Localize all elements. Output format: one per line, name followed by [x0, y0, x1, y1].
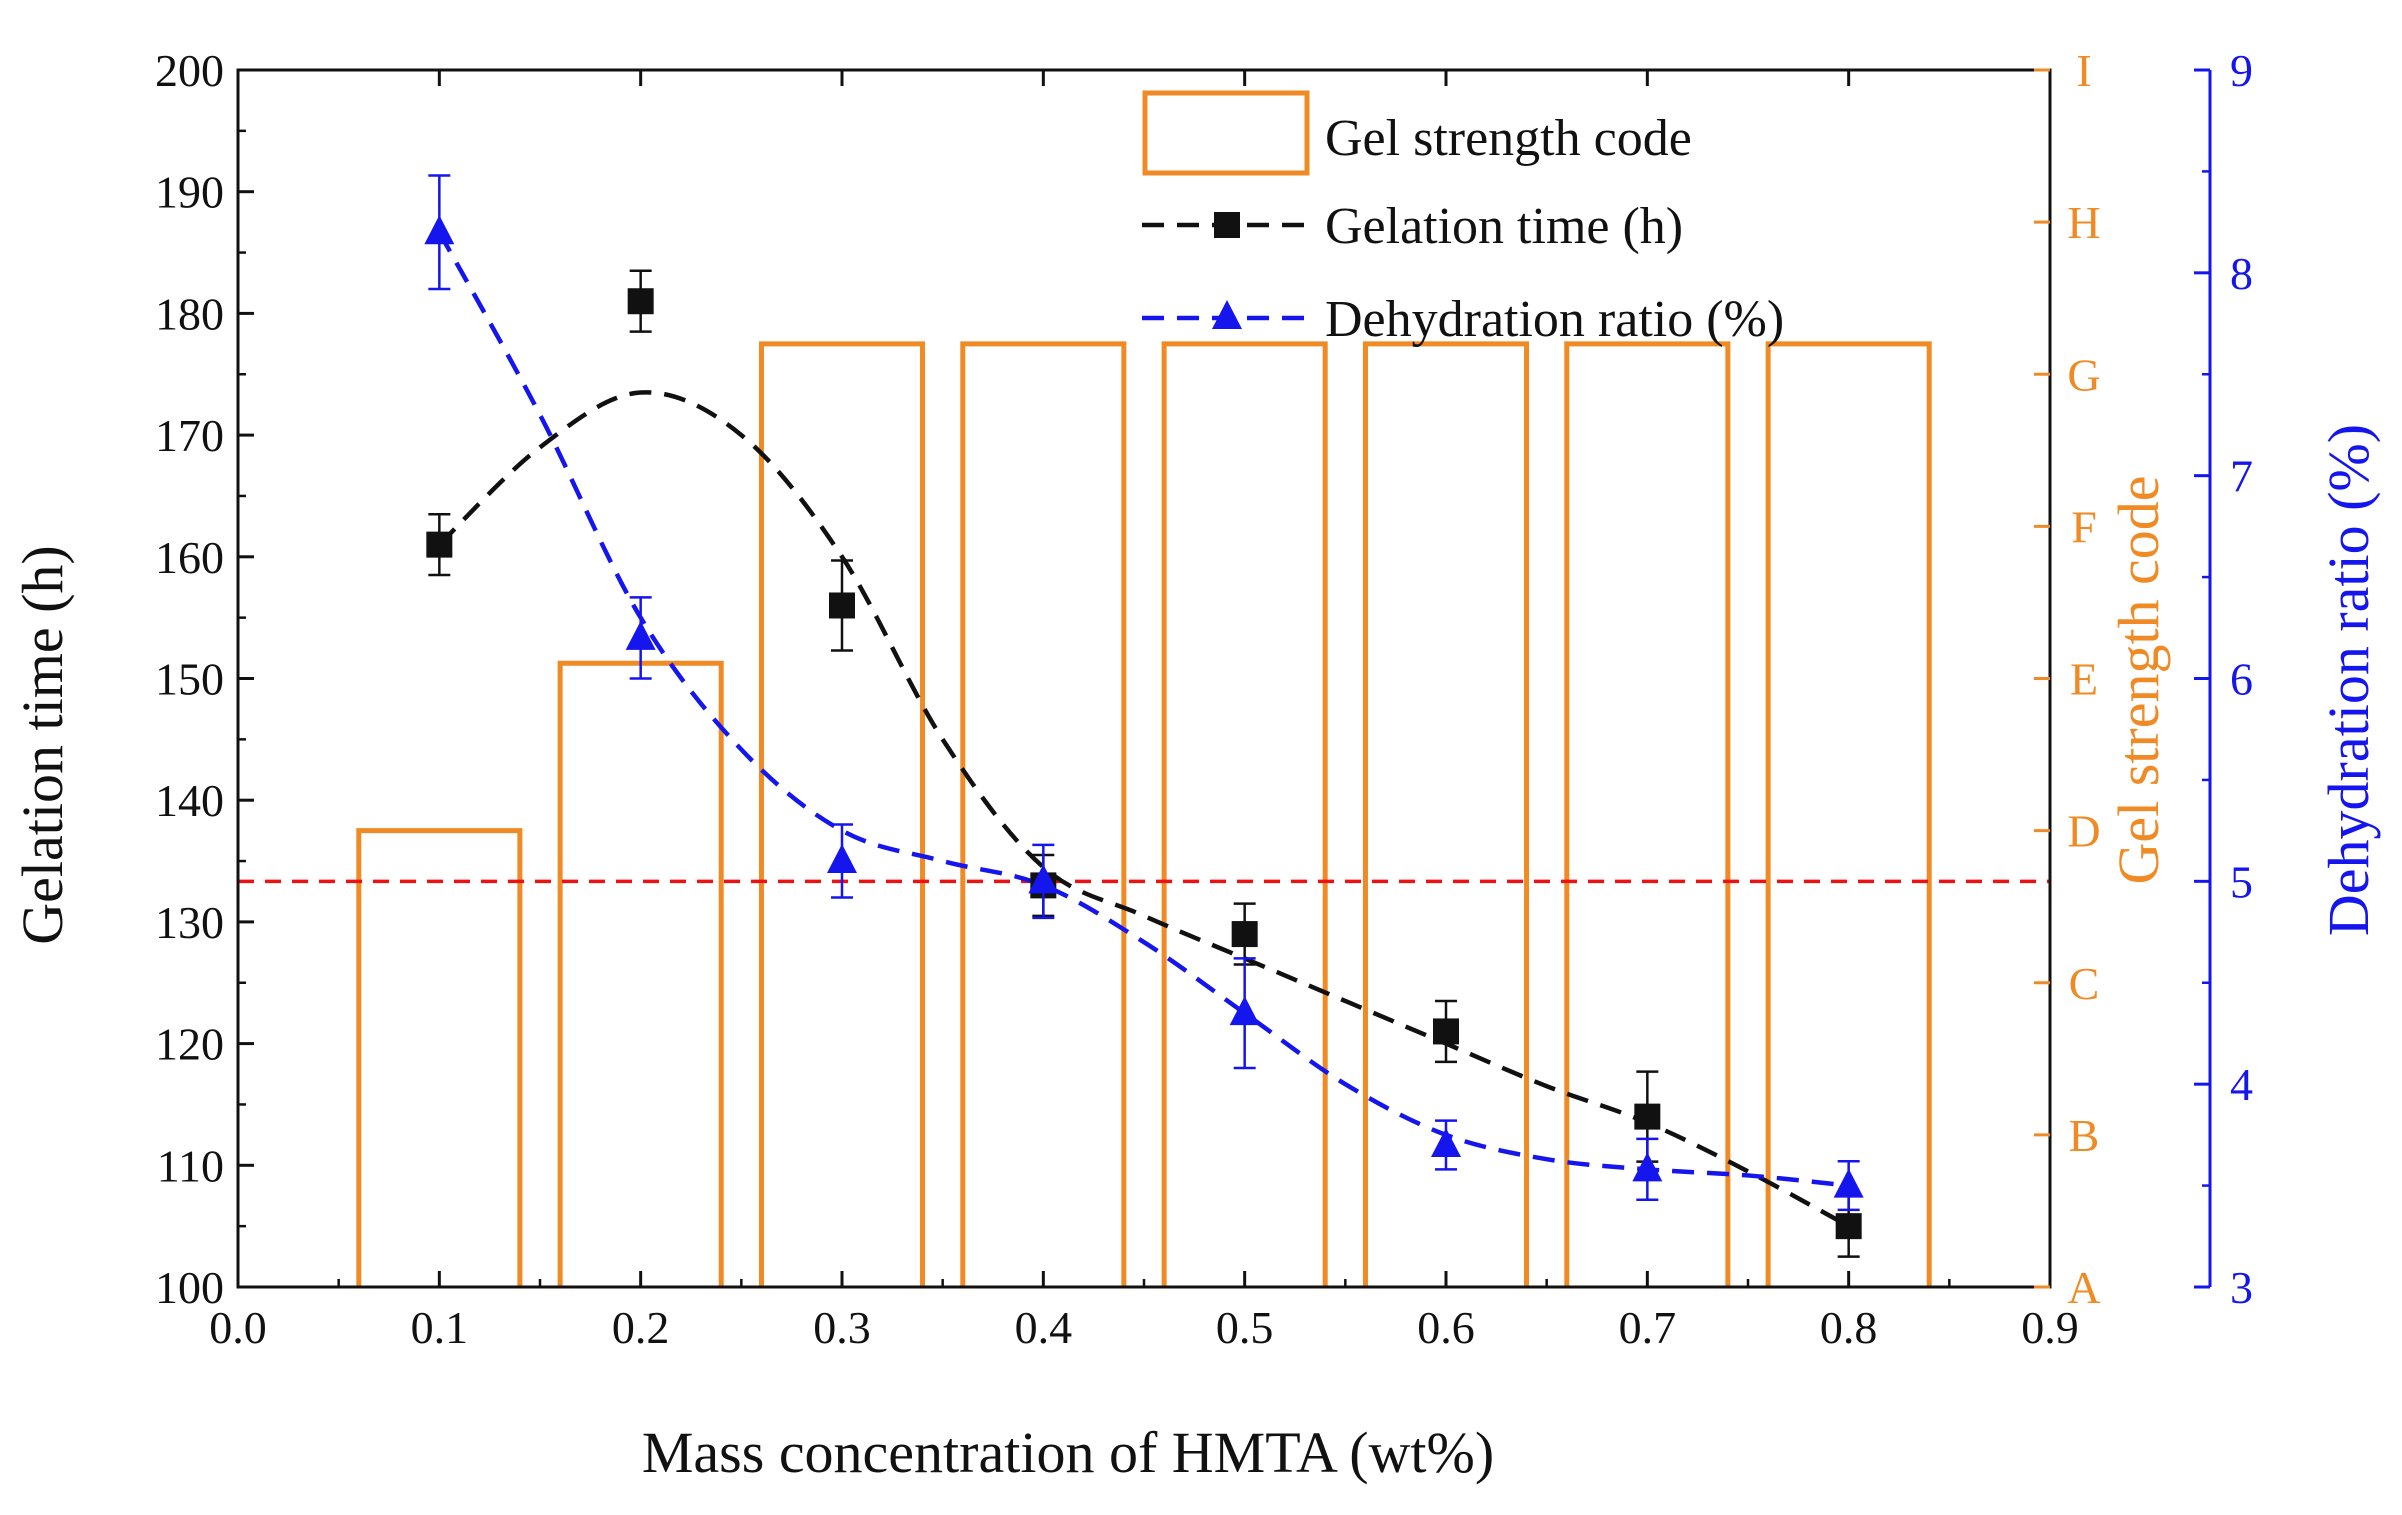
data-points-layer [424, 174, 1864, 1258]
axes-layer: 0.0 0.1 0.2 0.3 0.4 0.5 0.6 0.7 0.8 0.9 100 110 120 1… [155, 45, 2253, 1353]
gel-strength-bar [758, 341, 926, 1287]
y-code-tick-label: E [2070, 654, 2098, 705]
y-left-tick-label: 100 [155, 1262, 224, 1313]
gelation-time-fit-curve [437, 390, 1850, 1229]
dehydration-ratio-point [625, 620, 656, 650]
y-ratio-tick-label: 9 [2230, 45, 2253, 96]
x-tick-label: 0.6 [1417, 1302, 1475, 1353]
y-code-tick-label: B [2069, 1110, 2100, 1161]
x-axis-label: Mass concentration of HMTA (wt%) [642, 1420, 1494, 1485]
fit-curves-layer [437, 231, 1850, 1229]
x-tick-label: 0.7 [1619, 1302, 1677, 1353]
y-left-tick-label: 180 [155, 288, 224, 339]
y-ratio-tick-label: 6 [2230, 654, 2253, 705]
y-left-tick-label: 170 [155, 410, 224, 461]
x-tick-label: 0.3 [813, 1302, 871, 1353]
y-left-tick-label: 130 [155, 897, 224, 948]
plot-frame [236, 68, 2052, 1289]
gel-strength-bar [1362, 341, 1530, 1287]
gel-strength-bar [1564, 341, 1731, 1287]
x-tick-label: 0.4 [1015, 1302, 1073, 1353]
dehydration-ratio-point [1229, 996, 1260, 1026]
y-ratio-tick-label: 7 [2230, 451, 2253, 502]
legend-label: Gelation time (h) [1325, 198, 1683, 255]
gel-strength-bar [557, 660, 724, 1287]
y-left-tick-label: 110 [157, 1140, 224, 1191]
x-tick-label: 0.8 [1820, 1302, 1878, 1353]
y-ratio-tick-label: 3 [2230, 1262, 2253, 1313]
gelation-time-point [1634, 1103, 1661, 1130]
legend-bar-swatch [1142, 90, 1310, 176]
y-left-axis-label: Gelation time (h) [10, 545, 75, 944]
gelation-time-point [829, 592, 855, 619]
x-tick-label: 0.1 [411, 1302, 469, 1353]
y-left-tick-label: 200 [155, 45, 224, 96]
legend: Gel strength code Gelation time (h) Dehydr… [1142, 90, 1784, 348]
legend-dehydration-marker [1212, 300, 1242, 329]
y-left-tick-label: 140 [155, 775, 224, 826]
legend-gelation-marker [1214, 212, 1240, 238]
gel-strength-bar [356, 828, 523, 1287]
y-right-ratio-axis-label: Dehydration ratio (%) [2316, 424, 2381, 936]
dehydration-ratio-point [424, 215, 455, 245]
gelation-time-point [1835, 1213, 1862, 1240]
y-right-code-axis-label: Gel strength code [2106, 475, 2171, 884]
y-code-tick-label: C [2069, 958, 2100, 1009]
gelation-time-point [1231, 921, 1258, 948]
y-left-tick-label: 160 [155, 532, 224, 583]
x-tick-label: 0.5 [1216, 1302, 1274, 1353]
gel-strength-bar [1765, 341, 1932, 1287]
dehydration-ratio-point [827, 844, 857, 874]
y-ratio-tick-label: 5 [2230, 856, 2253, 907]
gelation-time-point [426, 531, 453, 558]
legend-label: Gel strength code [1325, 110, 1692, 167]
y-code-tick-label: A [2067, 1262, 2100, 1313]
y-ratio-tick-label: 4 [2230, 1059, 2253, 1110]
x-tick-label: 0.0 [209, 1302, 267, 1353]
x-tick-label: 0.9 [2021, 1302, 2079, 1353]
y-left-tick-label: 150 [155, 654, 224, 705]
dehydration-ratio-point [1632, 1152, 1663, 1182]
y-code-tick-label: G [2067, 349, 2100, 400]
legend-label: Dehydration ratio (%) [1325, 291, 1784, 348]
y-left-tick-label: 190 [155, 167, 224, 218]
y-code-tick-label: D [2067, 806, 2100, 857]
gelation-time-point [627, 288, 654, 315]
x-tick-label: 0.2 [612, 1302, 670, 1353]
y-ratio-tick-label: 8 [2230, 248, 2253, 299]
bars-layer [356, 341, 1932, 1287]
gel-strength-bar [960, 341, 1127, 1287]
dehydration-ratio-point [1833, 1168, 1864, 1198]
y-code-tick-label: F [2071, 501, 2097, 552]
dehydration-ratio-fit-curve [437, 231, 1849, 1188]
dehydration-ratio-point [1431, 1128, 1461, 1158]
y-left-tick-label: 120 [155, 1019, 224, 1070]
y-code-tick-label: H [2067, 197, 2100, 248]
y-code-tick-label: I [2076, 45, 2091, 96]
gelation-time-point [1433, 1018, 1459, 1045]
dehydration-ratio-point [1028, 864, 1059, 894]
gel-strength-bar [1161, 341, 1328, 1287]
